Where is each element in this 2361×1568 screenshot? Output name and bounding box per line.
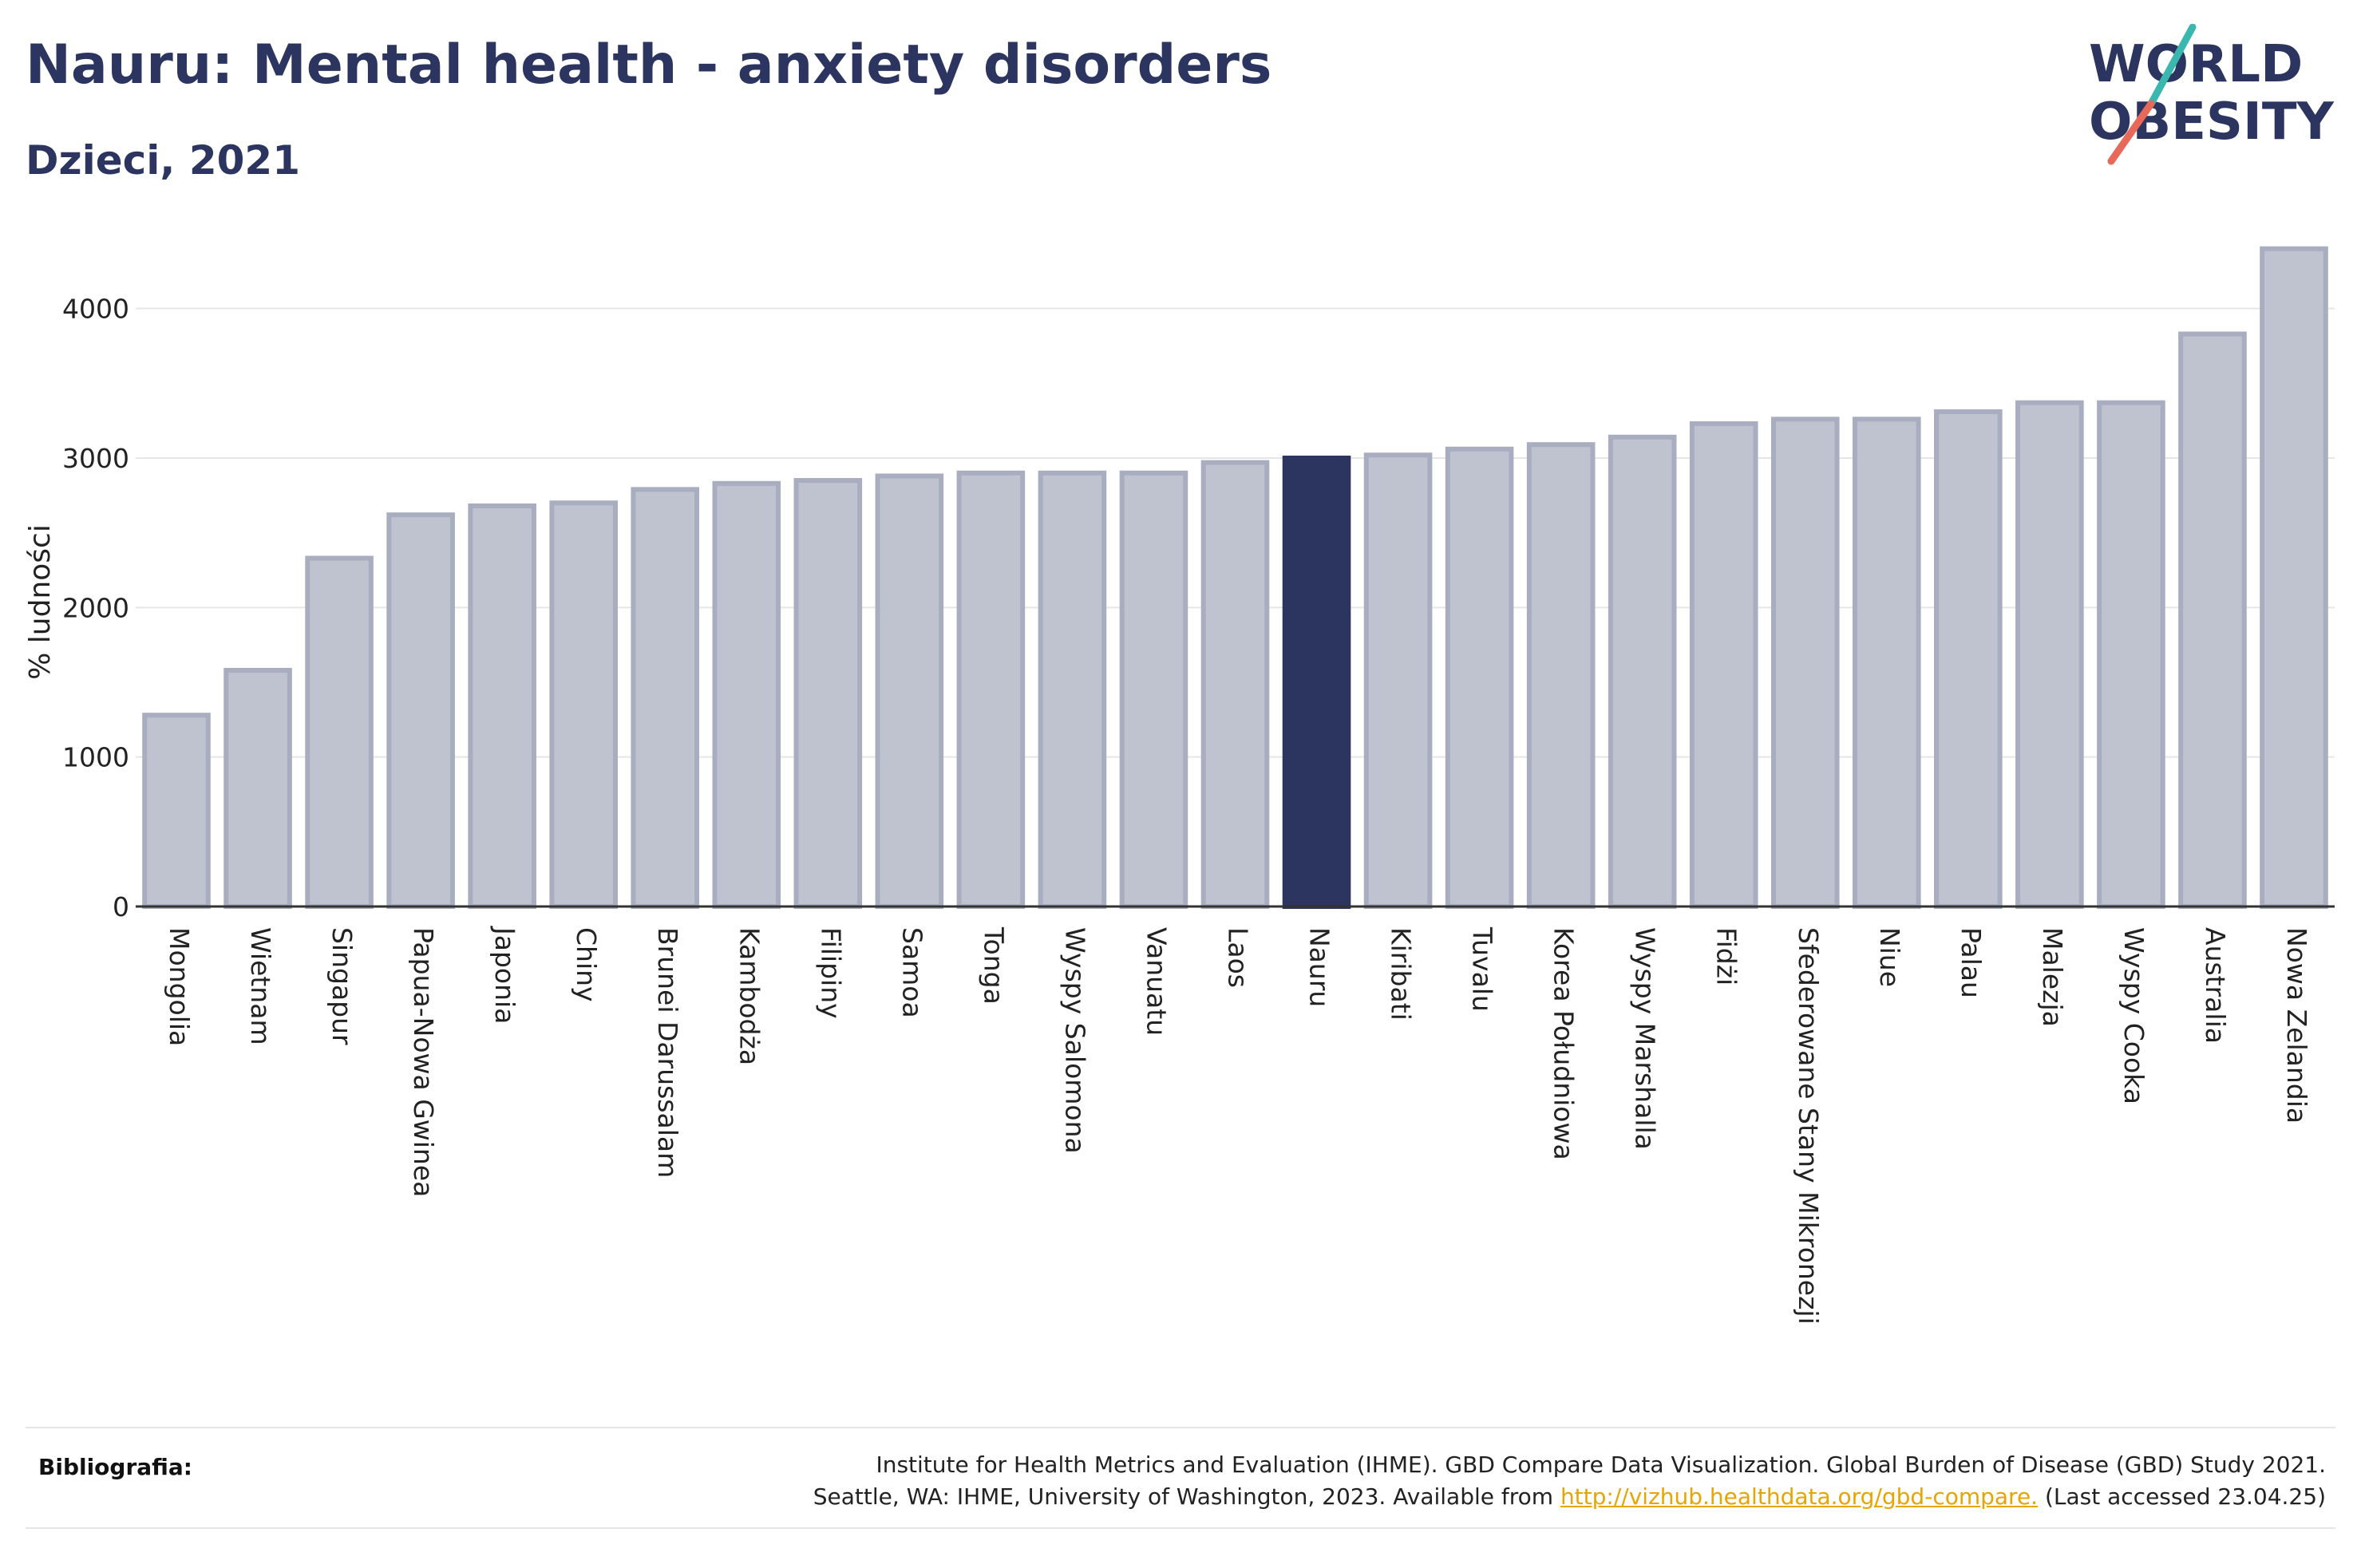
- y-tick-label: 0: [113, 891, 129, 922]
- y-axis-label: % ludności: [24, 524, 57, 680]
- bar-sfederowane-stany-mikronezji: [1770, 417, 1840, 909]
- x-tick-label: Nauru: [1304, 927, 1335, 1007]
- x-tick-label: Vanuatu: [1141, 927, 1172, 1036]
- x-tick-label: Sfederowane Stany Mikronezji: [1793, 927, 1824, 1325]
- bar-kiribati: [1363, 452, 1433, 909]
- bar-wyspy-cooka: [2097, 400, 2165, 910]
- bar-kambodża: [712, 480, 781, 909]
- logo-slash-coral: [2107, 100, 2155, 165]
- x-tick-label: Samoa: [896, 927, 927, 1018]
- x-tick-label: Nowa Zelandia: [2281, 927, 2312, 1124]
- bar-niue: [1853, 417, 1921, 909]
- bars: [142, 246, 2328, 910]
- bibliography-line1: Institute for Health Metrics and Evaluat…: [876, 1451, 2326, 1478]
- x-tick-label: Wyspy Cooka: [2118, 927, 2149, 1104]
- x-tick-label: Wyspy Salomona: [1059, 927, 1090, 1154]
- bar-brunei-darussalam: [631, 487, 700, 909]
- bar-australia: [2178, 331, 2247, 910]
- y-axis-ticks: 0 1000 2000 3000 4000: [62, 294, 129, 922]
- y-tick-label: 4000: [62, 294, 129, 325]
- bar-palau: [1934, 409, 2003, 909]
- bibliography-line2-prefix: Seattle, WA: IHME, University of Washing…: [813, 1483, 1560, 1510]
- bar-papua-nowa-gwinea: [386, 512, 455, 909]
- x-tick-label: Mongolia: [164, 927, 195, 1046]
- x-tick-label: Brunei Darussalam: [652, 927, 683, 1178]
- x-tick-label: Tonga: [978, 926, 1009, 1005]
- bar-nowa-zelandia: [2260, 246, 2328, 909]
- x-tick-label: Kambodża: [734, 927, 765, 1065]
- x-tick-label: Fidżi: [1711, 927, 1742, 985]
- x-tick-label: Australia: [2200, 927, 2231, 1044]
- logo-line1: WORLD: [2089, 35, 2303, 94]
- x-tick-label: Japonia: [489, 926, 520, 1024]
- y-tick-label: 1000: [62, 742, 129, 773]
- bar-wietnam: [223, 668, 292, 909]
- y-tick-label: 2000: [62, 592, 129, 623]
- x-tick-label: Laos: [1223, 927, 1254, 988]
- x-axis-labels: Mongolia Wietnam Singapur Papua-Nowa Gwinea…: [164, 926, 2312, 1325]
- x-tick-label: Chiny: [571, 927, 602, 1002]
- bar-wyspy-salomona: [1038, 470, 1107, 909]
- page-title: Nauru: Mental health - anxiety disorders: [26, 34, 1272, 97]
- bar-singapur: [305, 555, 374, 909]
- bar-chart: 0 1000 2000 3000 4000 Mongolia Wietnam Singapu…: [24, 246, 2335, 1325]
- x-tick-label: Singapur: [326, 927, 358, 1045]
- bar-vanuatu: [1119, 470, 1188, 909]
- x-tick-label: Wyspy Marshalla: [1630, 927, 1661, 1150]
- x-tick-label: Korea Południowa: [1548, 927, 1580, 1160]
- bar-laos: [1200, 460, 1270, 909]
- bar-mongolia: [142, 713, 211, 909]
- bar-chiny: [549, 500, 618, 909]
- x-tick-label: Malezja: [2037, 927, 2068, 1027]
- bar-filipiny: [793, 478, 863, 909]
- bar-korea-południowa: [1526, 442, 1596, 909]
- bar-malezja: [2015, 400, 2084, 910]
- bar-fidżi: [1689, 421, 1758, 909]
- bibliography-label: Bibliografia:: [38, 1454, 193, 1480]
- bar-wyspy-marshalla: [1608, 434, 1677, 909]
- x-tick-label: Filipiny: [815, 927, 846, 1019]
- x-tick-label: Wietnam: [245, 927, 276, 1045]
- bar-tonga: [956, 470, 1026, 909]
- bibliography-text: Institute for Health Metrics and Evaluat…: [490, 1449, 2326, 1513]
- logo-slash-teal: [2147, 24, 2197, 108]
- bar-japonia: [468, 503, 536, 909]
- x-tick-label: Tuvalu: [1467, 926, 1498, 1012]
- y-tick-label: 3000: [62, 443, 129, 474]
- page-subtitle: Dzieci, 2021: [26, 137, 300, 184]
- bibliography-line2-suffix: (Last accessed 23.04.25): [2038, 1483, 2326, 1510]
- bibliography-line2: Seattle, WA: IHME, University of Washing…: [490, 1481, 2326, 1513]
- bar-tuvalu: [1445, 446, 1514, 909]
- x-tick-label: Papua-Nowa Gwinea: [408, 927, 439, 1197]
- x-tick-label: Palau: [1956, 927, 1987, 998]
- bar-nauru: [1282, 456, 1351, 909]
- bar-samoa: [875, 473, 944, 909]
- footer: Bibliografia: Institute for Health Metri…: [26, 1427, 2335, 1529]
- x-tick-label: Kiribati: [1386, 927, 1417, 1021]
- logo-line2: OBESITY: [2089, 93, 2334, 152]
- source-link[interactable]: http://vizhub.healthdata.org/gbd-compare…: [1560, 1483, 2039, 1510]
- world-obesity-logo: WORLD OBESITY: [2089, 24, 2334, 165]
- x-tick-label: Niue: [1874, 927, 1905, 987]
